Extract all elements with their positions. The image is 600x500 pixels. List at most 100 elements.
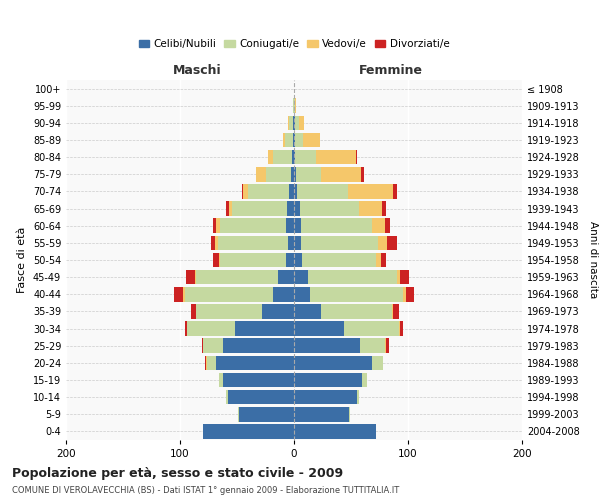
Bar <box>347 184 393 198</box>
Bar <box>185 287 274 302</box>
Bar <box>289 116 293 130</box>
Bar <box>226 390 228 404</box>
Bar <box>215 236 218 250</box>
Bar <box>386 338 389 353</box>
Bar <box>229 202 232 216</box>
Y-axis label: Anni di nascita: Anni di nascita <box>588 222 598 298</box>
Bar <box>196 270 278 284</box>
Bar <box>295 98 296 113</box>
Bar <box>294 338 360 353</box>
Bar <box>294 304 322 318</box>
Bar <box>242 184 248 198</box>
Bar <box>294 390 356 404</box>
Bar <box>393 184 397 198</box>
Bar <box>206 356 208 370</box>
Bar <box>226 202 229 216</box>
Bar <box>295 150 316 164</box>
Bar <box>294 236 301 250</box>
Bar <box>219 372 223 388</box>
Bar <box>248 184 289 198</box>
Bar <box>376 252 380 268</box>
Text: Maschi: Maschi <box>173 64 221 78</box>
Bar <box>294 184 298 198</box>
Bar <box>371 218 385 233</box>
Bar <box>382 202 386 216</box>
Bar <box>296 167 322 182</box>
Bar <box>278 270 294 284</box>
Bar <box>388 236 397 250</box>
Bar <box>289 236 294 250</box>
Bar <box>223 338 294 353</box>
Bar <box>238 407 239 422</box>
Bar <box>294 322 344 336</box>
Bar <box>232 202 287 216</box>
Text: Popolazione per età, sesso e stato civile - 2009: Popolazione per età, sesso e stato civil… <box>12 468 343 480</box>
Bar <box>203 424 294 438</box>
Bar <box>294 424 376 438</box>
Bar <box>322 167 361 182</box>
Bar <box>185 322 187 336</box>
Bar <box>286 218 294 233</box>
Bar <box>208 356 217 370</box>
Bar <box>356 390 359 404</box>
Bar <box>256 167 265 182</box>
Bar <box>294 218 301 233</box>
Bar <box>359 202 382 216</box>
Bar <box>293 132 294 148</box>
Bar <box>223 372 294 388</box>
Bar <box>235 322 294 336</box>
Bar <box>316 150 356 164</box>
Bar <box>294 270 308 284</box>
Bar <box>310 287 403 302</box>
Bar <box>400 270 409 284</box>
Bar <box>393 304 399 318</box>
Bar <box>203 338 223 353</box>
Bar <box>295 116 299 130</box>
Bar <box>295 132 303 148</box>
Bar <box>397 270 400 284</box>
Bar <box>294 132 295 148</box>
Bar <box>399 322 400 336</box>
Bar <box>268 150 274 164</box>
Bar <box>195 270 196 284</box>
Bar <box>218 236 289 250</box>
Bar <box>283 132 285 148</box>
Bar <box>400 322 403 336</box>
Bar <box>292 150 294 164</box>
Legend: Celibi/Nubili, Coniugati/e, Vedovi/e, Divorziati/e: Celibi/Nubili, Coniugati/e, Vedovi/e, Di… <box>134 35 454 53</box>
Bar <box>294 252 302 268</box>
Bar <box>385 218 390 233</box>
Bar <box>262 304 294 318</box>
Text: COMUNE DI VEROLAVECCHIA (BS) - Dati ISTAT 1° gennaio 2009 - Elaborazione TUTTITA: COMUNE DI VEROLAVECCHIA (BS) - Dati ISTA… <box>12 486 399 495</box>
Bar <box>308 270 397 284</box>
Bar <box>301 218 371 233</box>
Bar <box>392 304 393 318</box>
Bar <box>301 236 379 250</box>
Bar <box>211 236 215 250</box>
Bar <box>294 150 295 164</box>
Bar <box>294 98 295 113</box>
Bar <box>213 252 219 268</box>
Bar <box>287 202 294 216</box>
Bar <box>303 132 320 148</box>
Bar <box>294 407 349 422</box>
Bar <box>286 252 294 268</box>
Bar <box>403 287 406 302</box>
Bar <box>274 287 294 302</box>
Bar <box>285 132 293 148</box>
Bar <box>293 116 294 130</box>
Bar <box>349 407 350 422</box>
Bar <box>360 338 385 353</box>
Bar <box>294 356 371 370</box>
Bar <box>294 202 300 216</box>
Bar <box>380 252 386 268</box>
Bar <box>184 287 185 302</box>
Bar <box>191 304 196 318</box>
Bar <box>274 150 292 164</box>
Bar <box>228 390 294 404</box>
Bar <box>174 287 184 302</box>
Bar <box>205 356 206 370</box>
Bar <box>265 167 290 182</box>
Bar <box>289 184 294 198</box>
Bar <box>406 287 414 302</box>
